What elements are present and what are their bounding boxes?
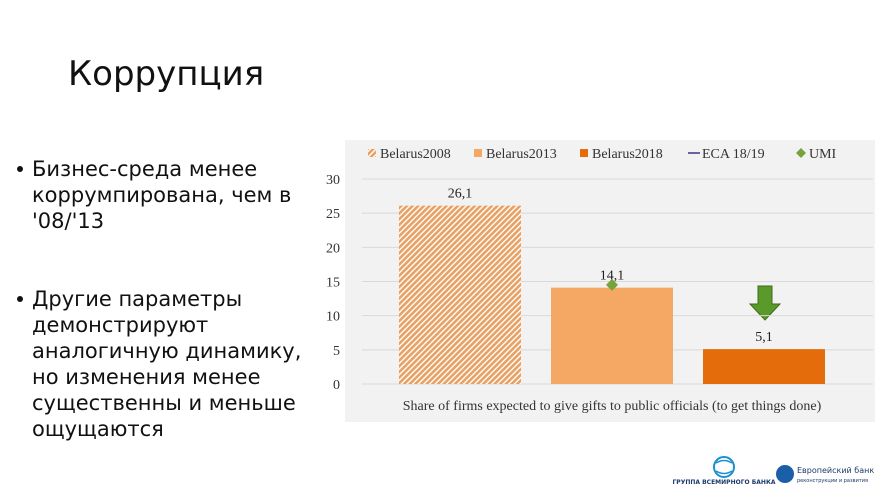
x-tick-label: Share of firms expected to give gifts to…	[403, 399, 822, 414]
bullet-text: ощущаются	[32, 417, 164, 441]
wb-logo: ГРУППА ВСЕМИРНОГО БАНКА	[672, 456, 776, 486]
bullet-text: аналогичную динамику,	[32, 339, 301, 363]
y-tick-label: 30	[326, 173, 340, 188]
down-arrow	[748, 285, 782, 321]
logo-text: Европейский банк	[797, 466, 874, 475]
data-label: 5,1	[755, 330, 773, 345]
y-tick-label: 20	[326, 241, 340, 256]
bullet-text: существенны и меньше	[32, 391, 296, 415]
y-tick-label: 25	[326, 207, 340, 222]
bar	[703, 349, 825, 384]
legend-swatch	[368, 149, 376, 157]
y-tick-label: 5	[333, 344, 340, 359]
legend-label: Belarus2018	[592, 147, 663, 162]
legend-swatch	[580, 149, 588, 157]
legend-swatch	[474, 149, 482, 157]
bar	[399, 205, 521, 384]
logo-text: реконструкции и развития	[797, 478, 868, 484]
legend-label: Belarus2013	[486, 147, 557, 162]
logo-text: ГРУППА ВСЕМИРНОГО БАНКА	[672, 479, 775, 486]
bullet-text: демонстрируют	[32, 313, 208, 337]
y-tick-label: 15	[326, 276, 340, 291]
data-label: 14,1	[600, 269, 625, 284]
y-tick-label: 0	[333, 378, 340, 393]
bullet-text: '08/'13	[32, 209, 104, 233]
bullet-dot	[17, 296, 23, 302]
ebrd-logo: Европейский банк реконструкции и развити…	[776, 465, 874, 484]
bullet-text: Бизнес-среда менее	[32, 157, 257, 181]
bullet-dot	[17, 166, 23, 172]
data-label: 26,1	[448, 187, 473, 202]
legend-label: ECA 18/19	[702, 147, 765, 162]
marker	[606, 278, 618, 291]
legend-label: Belarus2008	[380, 147, 451, 162]
legend-swatch	[796, 148, 806, 158]
bullet-text: Другие параметры	[32, 287, 242, 311]
slide-title: Коррупция	[68, 54, 264, 94]
bar	[551, 287, 673, 384]
bullet-text: коррумпирована, чем в	[32, 183, 291, 207]
y-tick-label: 10	[326, 310, 340, 325]
legend-label: UMI	[809, 147, 837, 162]
bullet-text: но изменения менее	[32, 365, 261, 389]
